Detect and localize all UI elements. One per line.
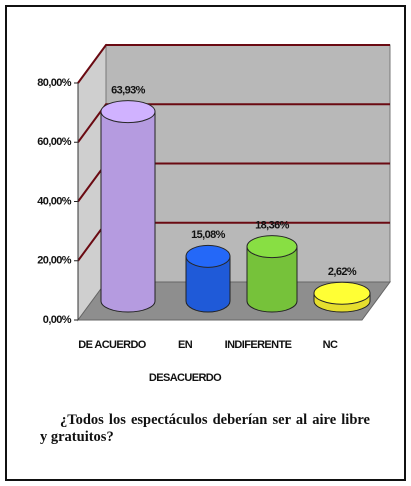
cylinder-top xyxy=(246,235,298,259)
cylinder-top xyxy=(313,281,371,305)
frame xyxy=(5,5,406,481)
grid-line xyxy=(77,103,390,143)
value-label: 18,36% xyxy=(255,220,290,232)
x-tick-label: EN DESACUERDO xyxy=(148,339,222,384)
x-tick-label: INDIFERENTE xyxy=(224,339,292,351)
cylinder xyxy=(100,111,156,313)
value-label: 2,62% xyxy=(328,266,357,278)
grid-line xyxy=(77,44,390,84)
y-tick-label: 80,00% xyxy=(37,77,72,89)
cylinder-top xyxy=(100,100,156,124)
value-label: 63,93% xyxy=(111,85,146,97)
y-tick-label: 20,00% xyxy=(37,255,72,267)
y-tick-label: 60,00% xyxy=(37,136,72,148)
y-tick-label: 40,00% xyxy=(37,195,72,207)
x-tick-label: NC xyxy=(322,339,338,351)
y-tick-label: 0,00% xyxy=(43,314,72,326)
cylinder xyxy=(246,246,298,313)
caption: ¿Todos los espectáculos deberían ser al … xyxy=(40,412,370,445)
floor xyxy=(77,281,391,321)
cylinder xyxy=(185,255,231,313)
value-label: 15,08% xyxy=(191,229,226,241)
cylinder-top xyxy=(185,244,231,268)
x-tick-label: DE ACUERDO xyxy=(78,339,146,351)
